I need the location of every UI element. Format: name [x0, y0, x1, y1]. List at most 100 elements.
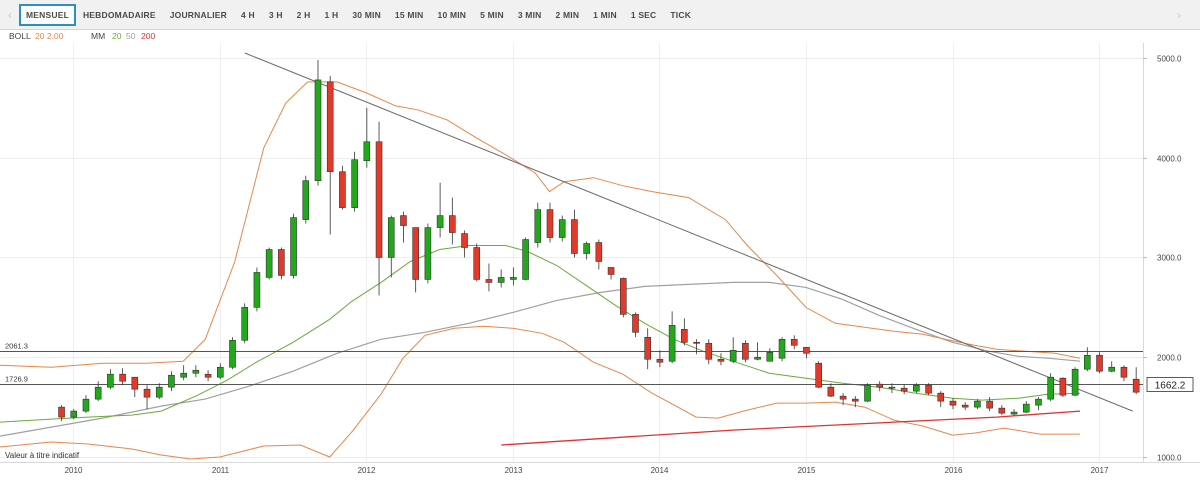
candle-body	[400, 215, 407, 226]
y-tick-label: 4000.0	[1157, 155, 1182, 164]
candle	[314, 59, 322, 186]
x-tick-label: 2017	[1091, 466, 1109, 475]
candle-body	[742, 342, 749, 360]
candle	[827, 383, 835, 398]
candle-body	[278, 249, 285, 276]
timeframe-tab-30-min[interactable]: 30 MIN	[352, 10, 381, 20]
candle	[595, 239, 603, 270]
candle-body	[449, 215, 456, 233]
candle	[326, 75, 334, 235]
timeframe-tab-5-min[interactable]: 5 MIN	[480, 10, 504, 20]
candle	[265, 247, 273, 280]
chevron-left-icon[interactable]: ‹	[8, 8, 12, 22]
candle	[1132, 367, 1140, 395]
horizontal-level-label: 1726.9	[5, 375, 28, 384]
candle-body	[534, 209, 542, 243]
candle	[974, 399, 981, 410]
candle	[204, 370, 212, 382]
candle-body	[216, 366, 224, 378]
candle	[668, 311, 676, 364]
candle-body	[168, 374, 175, 388]
candle-body	[119, 373, 126, 382]
candle	[693, 339, 700, 355]
candle	[815, 361, 822, 389]
y-tick-label: 3000.0	[1157, 254, 1182, 263]
timeframe-tab-1-h[interactable]: 1 H	[324, 10, 339, 20]
candle-body	[58, 406, 65, 418]
timeframe-tab-15-min[interactable]: 15 MIN	[394, 10, 424, 20]
candle	[803, 346, 810, 359]
candle	[70, 409, 78, 420]
candle-body	[314, 79, 322, 181]
candle	[94, 381, 102, 402]
candle-body	[986, 400, 993, 409]
timeframe-tab-3-h[interactable]: 3 H	[268, 10, 283, 20]
candle-body	[229, 339, 236, 368]
candle-body	[1120, 366, 1128, 378]
candle	[717, 353, 725, 366]
candle	[216, 363, 224, 380]
candle-body	[1035, 398, 1042, 406]
timeframe-tab-1-sec[interactable]: 1 SEC	[630, 10, 657, 20]
candle	[632, 312, 639, 338]
candle	[131, 376, 139, 398]
y-tick-label: 2000.0	[1157, 354, 1182, 363]
ma-param-20: 20	[112, 31, 122, 41]
ma-param-200: 200	[141, 31, 156, 41]
candle-body	[998, 407, 1006, 414]
candle-body	[754, 356, 761, 360]
candle-body	[131, 376, 139, 390]
candle	[412, 227, 419, 293]
candle-body	[204, 373, 212, 378]
candle-body	[522, 239, 529, 280]
candle-body	[974, 400, 981, 408]
timeframe-tab-tick[interactable]: TICK	[670, 10, 692, 20]
candle-body	[485, 279, 493, 283]
timeframe-tab-2-h[interactable]: 2 H	[296, 10, 311, 20]
candle-body	[351, 159, 358, 208]
candle-body	[461, 233, 468, 248]
candle	[583, 241, 590, 260]
chevron-right-icon[interactable]: ›	[1177, 8, 1181, 22]
candle-body	[827, 386, 835, 397]
candle	[351, 151, 358, 212]
candle-body	[717, 358, 725, 362]
candle	[107, 369, 114, 390]
timeframe-tab-2-min[interactable]: 2 MIN	[555, 10, 580, 20]
timeframe-tab-journalier[interactable]: JOURNALIER	[169, 10, 227, 20]
timeframe-tab-10-min[interactable]: 10 MIN	[437, 10, 467, 20]
timeframe-tab-mensuel[interactable]: MENSUEL	[19, 4, 76, 26]
candle	[168, 371, 175, 392]
candle-body	[790, 338, 798, 346]
candle-body	[876, 383, 884, 388]
candle	[143, 385, 151, 410]
candle	[546, 202, 554, 243]
candle	[742, 340, 749, 363]
candle-body	[925, 384, 932, 394]
candle	[949, 398, 957, 410]
timeframe-tab-3-min[interactable]: 3 MIN	[517, 10, 542, 20]
candle-body	[729, 349, 737, 362]
candle	[180, 365, 187, 381]
candle-body	[851, 398, 859, 402]
y-tick-label: 1000.0	[1157, 454, 1182, 463]
candle	[82, 395, 90, 414]
timeframe-tab-4-h[interactable]: 4 H	[241, 10, 255, 20]
candle	[900, 384, 908, 395]
y-axis-panel	[1143, 43, 1200, 462]
candle	[851, 396, 859, 408]
candle	[766, 348, 774, 362]
candle	[400, 211, 407, 243]
x-tick-label: 2014	[651, 466, 669, 475]
candle-body	[668, 325, 676, 362]
timeframe-tab-1-min[interactable]: 1 MIN	[593, 10, 617, 20]
candle-body	[192, 369, 200, 374]
timeframe-tab-hebdomadaire[interactable]: HEBDOMADAIRE	[82, 10, 156, 20]
candle-body	[644, 336, 652, 360]
candle	[937, 391, 945, 408]
candle-body	[656, 358, 664, 363]
candle	[986, 397, 993, 412]
candle-body	[412, 227, 419, 280]
candle	[510, 267, 517, 286]
